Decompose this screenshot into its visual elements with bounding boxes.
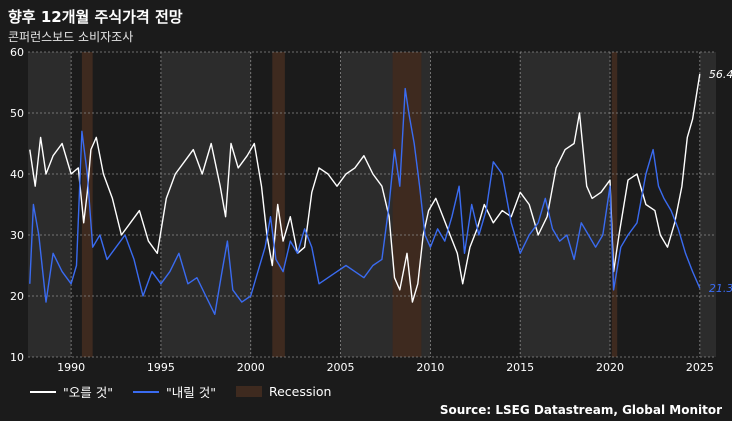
- x-tick-label: 2020: [596, 361, 624, 374]
- legend-label-recession: Recession: [268, 384, 332, 399]
- y-tick-label: 50: [10, 107, 24, 120]
- x-tick-label: 2015: [506, 361, 534, 374]
- end-value-label: 21.3: [709, 282, 732, 295]
- x-tick-label: 2010: [416, 361, 444, 374]
- legend-swatch-up: [30, 390, 56, 393]
- x-tick-label: 2025: [686, 361, 714, 374]
- legend-item-up: "오를 것": [30, 382, 113, 401]
- y-tick-label: 30: [10, 229, 24, 242]
- x-tick-label: 1995: [147, 361, 175, 374]
- legend-swatch-recession: [235, 386, 262, 397]
- legend-swatch-down: [132, 390, 159, 393]
- recession-bar: [81, 52, 93, 357]
- y-tick-label: 10: [10, 351, 24, 364]
- chart-title: 향후 12개월 주식가격 전망: [8, 8, 183, 26]
- legend-item-down: "내릴 것": [132, 382, 216, 401]
- y-tick-label: 40: [10, 168, 24, 181]
- series-line-down: [29, 87, 701, 315]
- y-tick-label: 60: [10, 46, 24, 59]
- plot-band: [699, 52, 716, 357]
- x-tick-label: 1990: [57, 361, 85, 374]
- legend-label-up: "오를 것": [63, 385, 113, 400]
- plot-band: [520, 52, 611, 357]
- legend-item-recession: Recession: [235, 384, 332, 399]
- plot-band: [28, 52, 72, 357]
- recession-bar: [272, 52, 285, 357]
- legend: "오를 것" "내릴 것" Recession: [30, 382, 351, 401]
- series-line-up: [29, 73, 701, 303]
- chart-subtitle: 콘퍼런스보드 소비자조사: [8, 30, 134, 44]
- end-value-label: 56.4: [709, 68, 732, 81]
- x-tick-label: 2000: [237, 361, 265, 374]
- recession-bar: [611, 52, 618, 357]
- source-note: Source: LSEG Datastream, Global Monitor: [439, 403, 722, 417]
- legend-label-down: "내릴 것": [165, 385, 216, 400]
- y-tick-label: 20: [10, 290, 24, 303]
- x-tick-label: 2005: [327, 361, 355, 374]
- plot-band: [160, 52, 251, 357]
